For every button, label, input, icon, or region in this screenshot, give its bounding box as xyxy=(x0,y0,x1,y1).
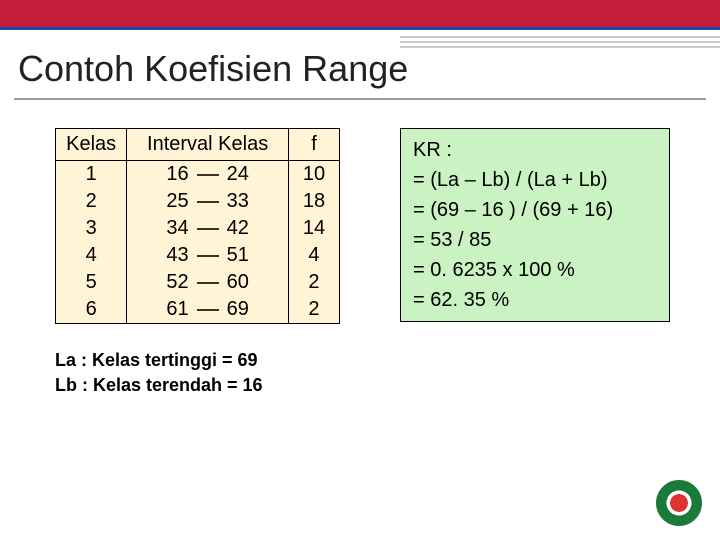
cell-kelas: 4 xyxy=(56,242,127,269)
cell-interval: 3442 xyxy=(127,215,289,242)
cell-f: 4 xyxy=(288,242,339,269)
cell-f: 14 xyxy=(288,215,339,242)
header-kelas: Kelas xyxy=(56,129,127,161)
cell-kelas: 3 xyxy=(56,215,127,242)
table-row: 661692 xyxy=(56,296,339,323)
cell-f: 2 xyxy=(288,269,339,296)
table-row: 552602 xyxy=(56,269,339,296)
table-row: 1162410 xyxy=(56,161,339,189)
notes-box: La : Kelas tertinggi = 69 Lb : Kelas ter… xyxy=(55,348,720,398)
decorative-lines xyxy=(400,36,720,51)
dash-icon xyxy=(197,282,219,284)
dash-icon xyxy=(197,174,219,176)
dash-icon xyxy=(197,255,219,257)
calc-line: = (69 – 16 ) / (69 + 16) xyxy=(413,195,657,225)
cell-interval: 4351 xyxy=(127,242,289,269)
calc-line: = 0. 6235 x 100 % xyxy=(413,255,657,285)
header-interval: Interval Kelas xyxy=(127,129,289,161)
table-row: 3344214 xyxy=(56,215,339,242)
calc-line: = (La – Lb) / (La + Lb) xyxy=(413,165,657,195)
frequency-table: Kelas Interval Kelas f 11624102253318334… xyxy=(55,128,340,324)
cell-interval: 2533 xyxy=(127,188,289,215)
note-lb: Lb : Kelas terendah = 16 xyxy=(55,373,720,398)
cell-interval: 1624 xyxy=(127,161,289,189)
calc-line: = 62. 35 % xyxy=(413,285,657,315)
cell-f: 18 xyxy=(288,188,339,215)
cell-interval: 6169 xyxy=(127,296,289,323)
cell-kelas: 5 xyxy=(56,269,127,296)
cell-kelas: 2 xyxy=(56,188,127,215)
header-f: f xyxy=(288,129,339,161)
note-la: La : Kelas tertinggi = 69 xyxy=(55,348,720,373)
table-row: 443514 xyxy=(56,242,339,269)
title-underline xyxy=(14,98,706,100)
dash-icon xyxy=(197,228,219,230)
header-bar xyxy=(0,0,720,30)
page-title: Contoh Koefisien Range xyxy=(18,48,720,90)
calculation-box: KR : = (La – Lb) / (La + Lb) = (69 – 16 … xyxy=(400,128,670,322)
cell-f: 10 xyxy=(288,161,339,189)
university-logo-icon xyxy=(656,480,702,526)
table-row: 2253318 xyxy=(56,188,339,215)
dash-icon xyxy=(197,309,219,311)
calc-line: KR : xyxy=(413,135,657,165)
cell-interval: 5260 xyxy=(127,269,289,296)
cell-f: 2 xyxy=(288,296,339,323)
dash-icon xyxy=(197,201,219,203)
cell-kelas: 1 xyxy=(56,161,127,189)
content-row: Kelas Interval Kelas f 11624102253318334… xyxy=(0,128,720,324)
calc-line: = 53 / 85 xyxy=(413,225,657,255)
cell-kelas: 6 xyxy=(56,296,127,323)
